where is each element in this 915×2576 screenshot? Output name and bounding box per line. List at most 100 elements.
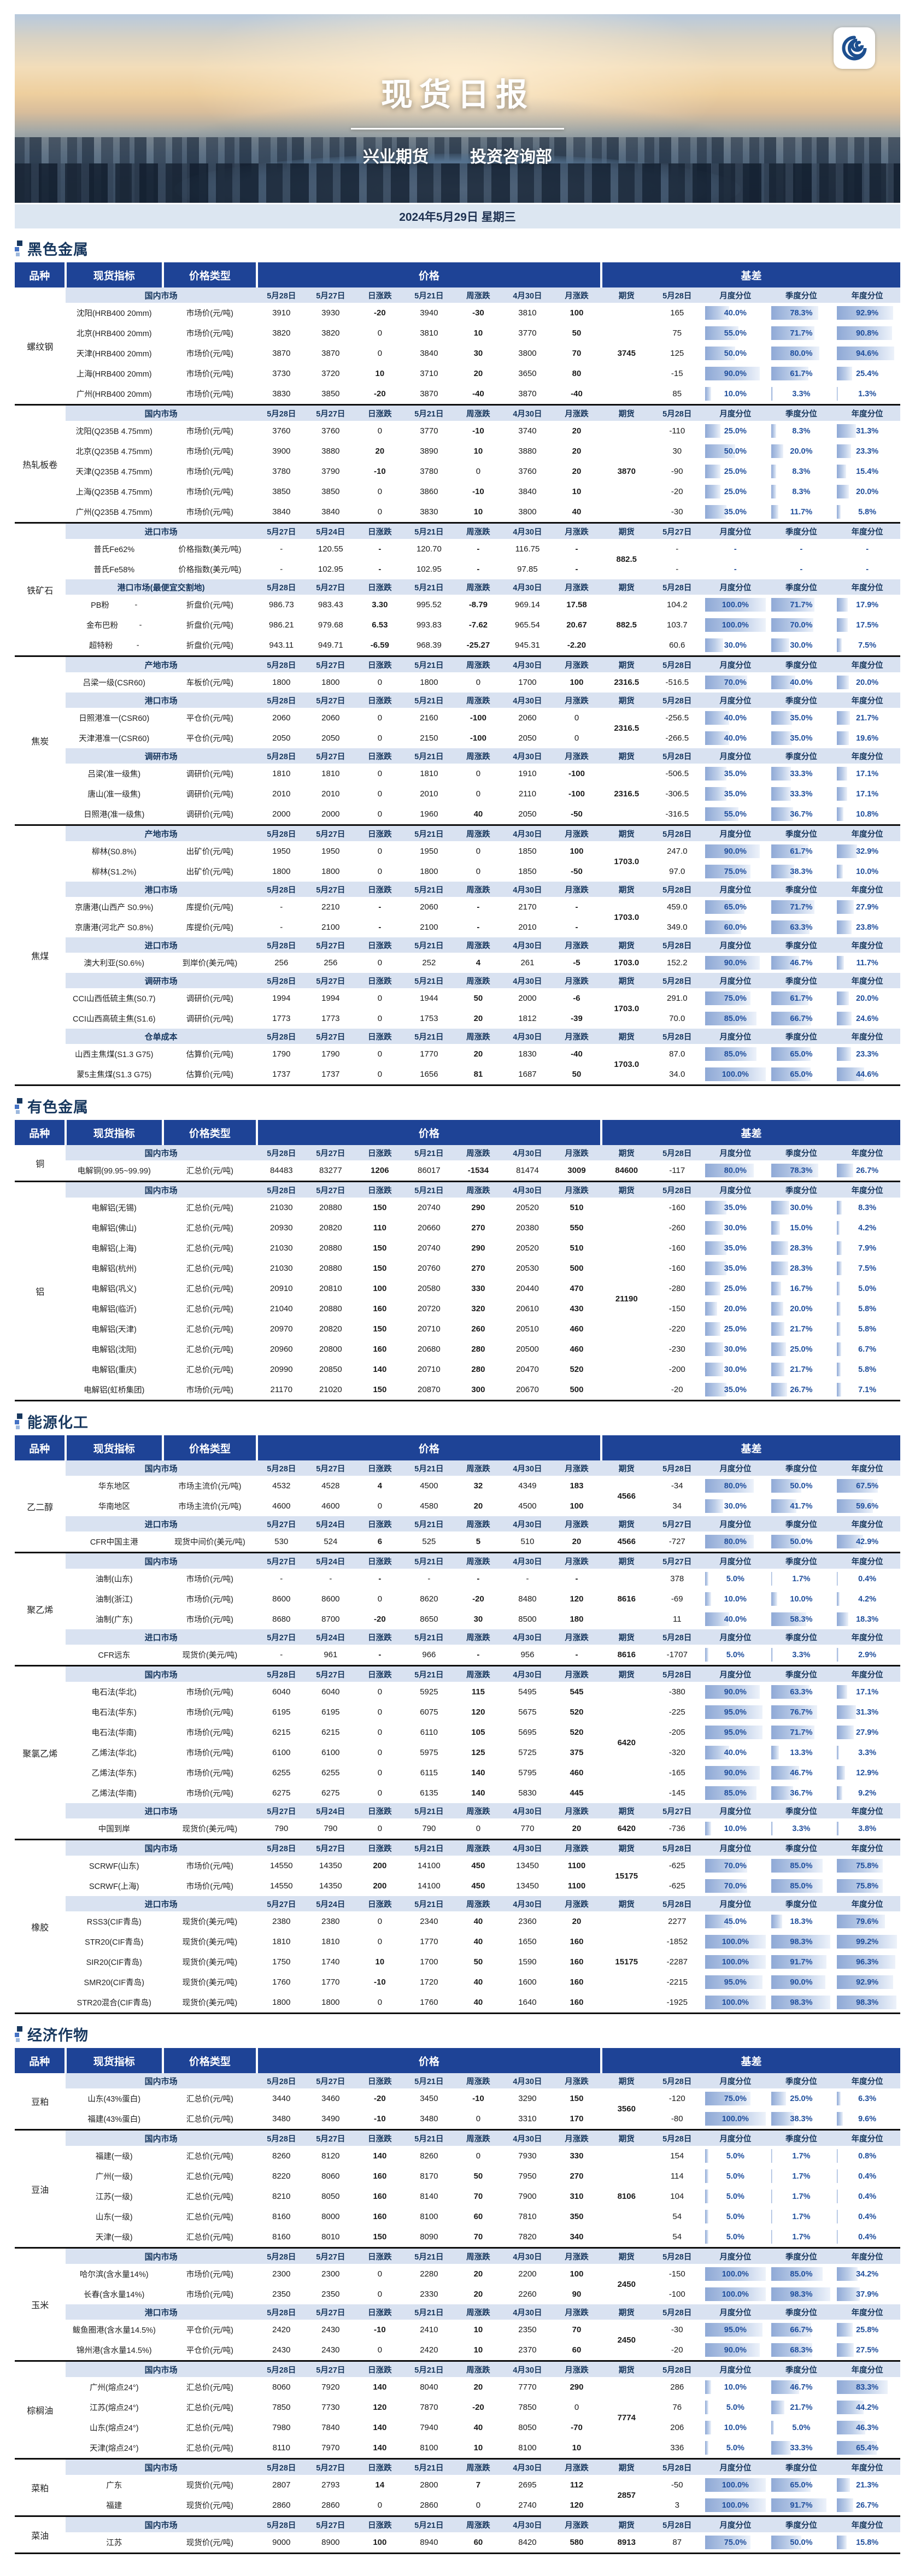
price-cell: 7850 — [256, 2397, 306, 2417]
market-label: 国内市场 — [65, 2515, 257, 2532]
price-cell: 20520 — [502, 1198, 552, 1218]
indicator-cell: 山东(熔点24°) — [65, 2417, 163, 2438]
percentile-col-header: 季度分位 — [768, 1460, 835, 1476]
table-row: 乙烯法(华东) 市场价(元/吨) 6255 6255 0 6115 140 5795 460 -1… — [15, 1763, 900, 1783]
table-row: 华东地区 市场主流价(元/吨) 4532 4528 4 4500 32 4349 183 4566… — [15, 1476, 900, 1516]
price-cell: -10 — [355, 2109, 404, 2130]
date-col-header: 日涨跌 — [355, 882, 404, 897]
basis-cell: -20 — [652, 482, 703, 502]
percentile-bar — [771, 1342, 787, 1356]
section-header: 有色金属 — [15, 1096, 900, 1116]
date-col-header: 周涨跌 — [453, 2129, 503, 2146]
percentile-col-header: 月度分位 — [702, 287, 769, 303]
percentile-bar — [705, 920, 742, 934]
date-col-header: 5月21日 — [404, 824, 454, 841]
date-col-header: 5月27日 — [306, 973, 355, 988]
percentile-col-header: 月度分位 — [702, 1803, 769, 1818]
price-type-cell: 现货价(美元/吨) — [162, 1932, 257, 1952]
price-cell: 10 — [453, 441, 503, 461]
percentile-bar — [837, 598, 848, 612]
date-col-header: 5月28日 — [256, 882, 306, 897]
basis-cell: -150 — [652, 1299, 703, 1319]
percentile-col-header: 季度分位 — [768, 655, 835, 672]
indicator-cell: 日照港(准一级焦) — [65, 804, 163, 825]
percentile-col-header: 季度分位 — [768, 579, 835, 595]
percentile-bar — [705, 1786, 757, 1800]
percentile-cell: 90.0% — [702, 2340, 769, 2361]
percentile-bar — [705, 865, 750, 878]
price-cell: 21030 — [256, 1238, 306, 1258]
percentile-bar — [837, 1612, 848, 1626]
price-cell: 50 — [552, 323, 601, 343]
date-col-header: 月涨跌 — [552, 1516, 601, 1531]
variety-label: 焦煤 — [15, 824, 66, 1085]
percentile-bar — [837, 2092, 841, 2105]
table-row: SCRWF(山东) 市场价(元/吨) 14550 14350 200 14100 450 13… — [15, 1856, 900, 1896]
percentile-cell: 7.1% — [834, 1380, 900, 1401]
table-row: 电解铝(天津) 汇总价(元/吨) 20970 20820 150 20710 260 2051… — [15, 1319, 900, 1339]
basis-cell: 97.0 — [652, 861, 703, 882]
percentile-col-header: 月度分位 — [702, 404, 769, 421]
percentile-cell: 50.0% — [768, 1476, 835, 1496]
percentile-cell: 0.4% — [834, 2166, 900, 2186]
percentile-bar — [837, 1535, 863, 1548]
percentile-col-header: 年度分位 — [834, 1181, 900, 1198]
price-cell: 290 — [453, 1198, 503, 1218]
price-cell: -20 — [355, 2088, 404, 2109]
indicator-cell: 北京(Q235B 4.75mm) — [65, 441, 163, 461]
basis-cell: 54 — [652, 2227, 703, 2248]
percentile-bar — [837, 2498, 853, 2512]
price-type-cell: 汇总价(元/吨) — [162, 1218, 257, 1238]
price-cell: 200 — [355, 1876, 404, 1896]
date-col-header: 5月24日 — [306, 1896, 355, 1911]
percentile-cell: 46.7% — [768, 953, 835, 973]
date-col-header: 周涨跌 — [453, 579, 503, 595]
price-cell: 3870 — [306, 343, 355, 363]
table-row: 油制(浙江) 市场价(元/吨) 8600 8600 0 8620 -20 8480 120 -69… — [15, 1589, 900, 1609]
price-cell: 160 — [552, 1972, 601, 1992]
price-cell: 120 — [552, 2495, 601, 2516]
date-col-header: 5月21日 — [404, 1181, 454, 1198]
percentile-bar — [837, 731, 849, 745]
percentile-bar — [705, 807, 738, 821]
percentile-bar — [837, 1822, 840, 1835]
price-cell: 961 — [306, 1645, 355, 1666]
percentile-bar — [705, 2230, 708, 2244]
price-cell: 1100 — [552, 1856, 601, 1876]
price-cell: 1770 — [306, 1972, 355, 1992]
price-type-cell: 调研价(元/吨) — [162, 764, 257, 784]
date-col-header: 5月27日 — [306, 2304, 355, 2320]
date-col-header: 周涨跌 — [453, 2247, 503, 2264]
price-type-cell: 市场价(元/吨) — [162, 384, 257, 405]
percentile-cell: 5.8% — [834, 1359, 900, 1380]
price-cell: 200 — [355, 1856, 404, 1876]
price-cell: 8620 — [404, 1589, 454, 1609]
percentile-cell: 65.0% — [768, 2475, 835, 2495]
price-type-cell: 汇总价(元/吨) — [162, 2207, 257, 2227]
percentile-cell: 98.3% — [768, 2284, 835, 2304]
price-cell: 21030 — [256, 1198, 306, 1218]
price-cell: - — [355, 1645, 404, 1666]
price-cell: 4349 — [502, 1476, 552, 1496]
percentile-cell: 95.0% — [702, 1722, 769, 1742]
futures-col-header: 期货 — [601, 1460, 652, 1476]
indicator-cell: 普氏Fe62% — [65, 539, 163, 559]
percentile-bar — [771, 598, 814, 612]
percentile-cell: - — [702, 539, 769, 559]
table-row: 电石法(华东) 市场价(元/吨) 6195 6195 0 6075 120 5675 520 -2… — [15, 1702, 900, 1722]
price-cell: 3880 — [502, 441, 552, 461]
percentile-cell: 26.7% — [834, 2495, 900, 2516]
basis-cell: -160 — [652, 1238, 703, 1258]
price-type-cell: 折盘价(元/吨) — [162, 595, 257, 615]
percentile-col-header: 年度分位 — [834, 882, 900, 897]
percentile-bar — [771, 1363, 784, 1376]
price-cell: 100 — [552, 841, 601, 861]
price-cell: 20800 — [306, 1339, 355, 1359]
date-col-header: 4月30日 — [502, 2360, 552, 2377]
percentile-col-header: 年度分位 — [834, 1145, 900, 1160]
col-basis-group: 基差 — [601, 1120, 900, 1145]
indicator-cell: 电石法(华北) — [65, 1682, 163, 1702]
percentile-cell: 35.0% — [702, 1238, 769, 1258]
price-cell: -20 — [355, 303, 404, 323]
price-type-cell: 汇总价(元/吨) — [162, 2166, 257, 2186]
